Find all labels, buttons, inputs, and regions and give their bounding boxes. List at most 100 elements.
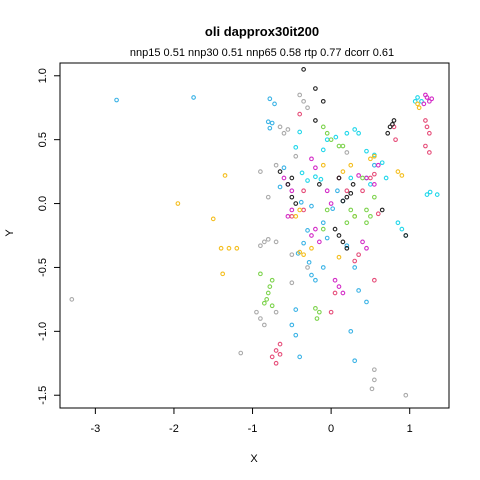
data-point xyxy=(220,271,226,277)
data-point xyxy=(305,105,310,111)
data-point xyxy=(273,348,279,353)
x-tick-label: -3 xyxy=(90,423,100,435)
data-point xyxy=(399,226,405,232)
data-point xyxy=(348,175,354,181)
data-point xyxy=(289,252,295,258)
data-point xyxy=(258,243,263,249)
data-point xyxy=(293,153,299,159)
data-point xyxy=(336,284,342,289)
data-point xyxy=(305,265,310,270)
data-point xyxy=(289,213,295,219)
data-point xyxy=(348,190,354,196)
data-point xyxy=(356,252,361,258)
data-point xyxy=(348,207,354,213)
data-point xyxy=(258,316,263,321)
data-point xyxy=(309,156,314,162)
y-axis: -1.5 -1.0 -0.5 0.0 0.5 1.0 xyxy=(37,68,61,405)
data-point xyxy=(371,171,377,177)
data-point xyxy=(313,174,318,180)
data-point xyxy=(364,245,369,251)
chart-title: oli dapprox30it200 xyxy=(205,24,319,39)
data-point xyxy=(427,130,432,136)
data-point xyxy=(324,188,330,194)
data-point xyxy=(297,249,303,255)
data-point xyxy=(352,358,358,364)
data-point xyxy=(336,175,342,181)
data-point xyxy=(423,143,428,149)
data-point xyxy=(356,173,361,178)
data-point xyxy=(277,169,283,174)
data-point xyxy=(427,189,433,195)
data-point xyxy=(261,239,267,245)
x-tick-label: -2 xyxy=(169,423,179,435)
data-point xyxy=(336,233,342,238)
data-point xyxy=(261,300,267,306)
data-point xyxy=(265,290,271,296)
data-point xyxy=(277,124,283,130)
data-point xyxy=(368,182,373,187)
data-point xyxy=(289,280,295,286)
data-point xyxy=(269,354,275,360)
data-point xyxy=(344,150,350,155)
data-point xyxy=(301,207,306,213)
data-point xyxy=(320,162,326,168)
data-point xyxy=(324,207,330,213)
data-point xyxy=(421,101,427,107)
data-point xyxy=(356,288,361,293)
x-axis: -3 -2 -1 0 1 xyxy=(90,407,413,435)
data-point xyxy=(344,220,350,226)
data-point xyxy=(344,188,350,194)
data-point xyxy=(309,272,314,278)
y-tick-label: -0.5 xyxy=(37,258,49,277)
data-point xyxy=(348,162,354,168)
point-series xyxy=(258,124,377,321)
data-point xyxy=(335,188,340,194)
data-point xyxy=(403,233,409,238)
data-point xyxy=(289,207,295,213)
points-layer xyxy=(69,67,440,398)
x-axis-title: X xyxy=(250,453,258,465)
data-point xyxy=(390,121,395,127)
data-point xyxy=(267,96,273,102)
data-point xyxy=(332,226,338,232)
data-point xyxy=(313,305,318,311)
data-point xyxy=(299,170,305,176)
x-tick-label: 1 xyxy=(407,423,413,435)
data-point xyxy=(320,98,326,104)
data-point xyxy=(434,192,440,197)
data-point xyxy=(264,297,270,302)
data-point xyxy=(175,201,181,206)
y-axis-title: Y xyxy=(4,229,16,237)
data-point xyxy=(371,277,377,283)
data-point xyxy=(309,233,314,238)
data-point xyxy=(289,322,295,328)
data-point xyxy=(320,124,326,130)
data-point xyxy=(191,95,196,100)
data-point xyxy=(344,194,350,200)
data-point xyxy=(301,252,306,258)
data-point xyxy=(419,98,424,104)
data-point xyxy=(313,118,318,123)
data-point xyxy=(344,245,350,251)
data-point xyxy=(360,175,365,181)
data-point xyxy=(391,118,397,123)
data-point xyxy=(289,175,295,181)
data-point xyxy=(371,182,377,187)
data-point xyxy=(333,134,339,140)
data-point xyxy=(297,92,303,98)
data-point xyxy=(328,201,334,206)
y-tick-label: 0.0 xyxy=(37,196,49,211)
data-point xyxy=(340,290,346,296)
data-point xyxy=(350,182,356,187)
y-tick-label: -1.0 xyxy=(37,322,49,341)
data-point xyxy=(269,277,275,283)
data-point xyxy=(324,137,330,143)
data-point xyxy=(344,243,350,249)
x-tick-label: 0 xyxy=(328,423,334,435)
chart-subtitle: nnp15 0.51 nnp30 0.51 nnp65 0.58 rtp 0.7… xyxy=(130,47,394,59)
data-point xyxy=(424,124,430,130)
data-point xyxy=(427,98,432,104)
data-point xyxy=(364,175,369,181)
data-point xyxy=(277,341,283,347)
